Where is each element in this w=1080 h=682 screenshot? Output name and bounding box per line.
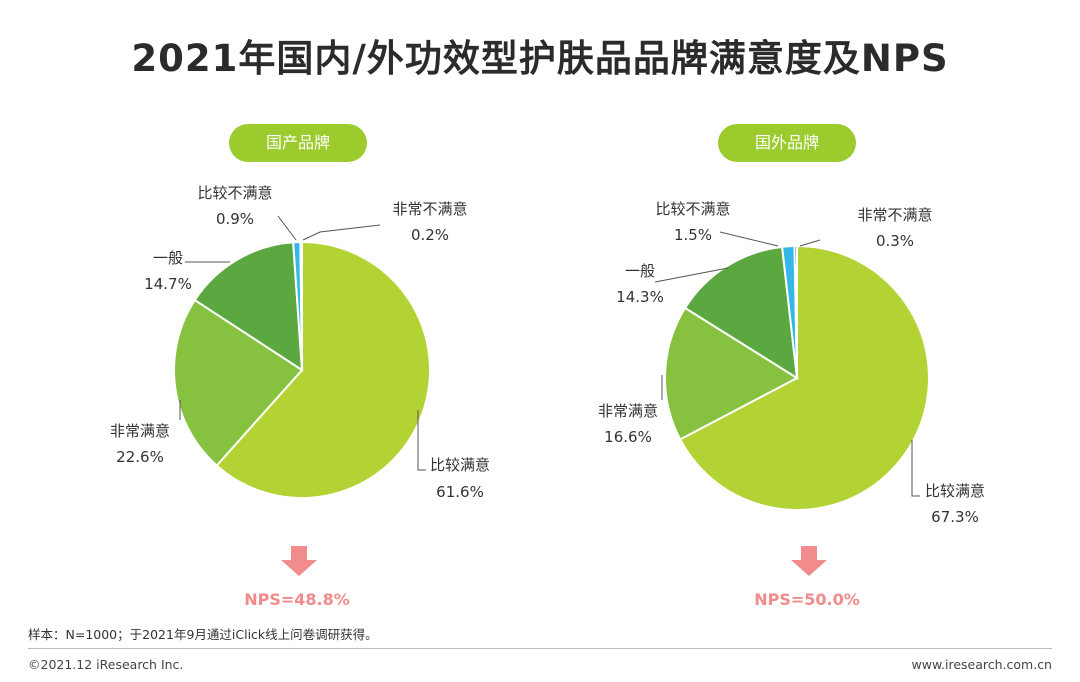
slice-value-label: 0.9% xyxy=(216,210,254,228)
chart-title-foreign: 国外品牌 xyxy=(718,124,856,162)
slice-name-label: 比较满意 xyxy=(430,456,490,474)
pie-slice-feichang-bumanyi xyxy=(793,244,798,379)
slice-value-label: 16.6% xyxy=(604,428,652,446)
slice-value-label: 0.3% xyxy=(876,232,914,250)
slice-value-label: 1.5% xyxy=(674,226,712,244)
slice-name-label: 非常不满意 xyxy=(392,200,467,218)
slice-name-label: 非常满意 xyxy=(598,402,658,420)
leader-line xyxy=(719,231,779,247)
slice-value-label: 61.6% xyxy=(436,483,484,501)
slice-name-label: 一般 xyxy=(625,262,655,280)
slice-name-label: 非常满意 xyxy=(110,422,170,440)
slice-name-label: 比较满意 xyxy=(925,482,985,500)
arrow-down-icon xyxy=(791,546,827,576)
slice-value-label: 67.3% xyxy=(931,508,979,526)
pie-slice-feichang-bumanyi xyxy=(299,240,303,371)
pie-slice-bijiao-manyi xyxy=(215,240,431,499)
chart-title-domestic: 国产品牌 xyxy=(229,124,367,162)
slice-value-label: 0.2% xyxy=(411,226,449,244)
slice-value-label: 14.3% xyxy=(616,288,664,306)
slice-value-label: 14.7% xyxy=(144,275,192,293)
pie-chart-domestic: 比较满意 61.6% 非常满意 22.6% 一般 14.7% 比较不满意 0.9% 非常不满意 0… xyxy=(110,184,490,501)
leader-line xyxy=(911,440,920,497)
sample-note: 样本：N=1000；于2021年9月通过iClick线上问卷调研获得。 xyxy=(28,627,378,642)
nps-value-foreign: NPS=50.0% xyxy=(754,590,860,609)
leader-line xyxy=(799,239,821,247)
copyright: ©2021.12 iResearch Inc. xyxy=(28,657,184,672)
slice-name-label: 非常不满意 xyxy=(857,206,932,224)
slice-name-label: 比较不满意 xyxy=(655,200,730,218)
nps-value-domestic: NPS=48.8% xyxy=(244,590,350,609)
pie-chart-foreign: 比较满意 67.3% 非常满意 16.6% 一般 14.3% 比较不满意 1.5% 非常不满意 0… xyxy=(598,200,985,526)
leader-line xyxy=(417,410,426,471)
footer-divider xyxy=(28,648,1052,649)
pie-slice-yiban xyxy=(683,245,799,380)
page-title: 2021年国内/外功效型护肤品品牌满意度及NPS xyxy=(131,37,949,80)
arrow-down-icon xyxy=(281,546,317,576)
website-link[interactable]: www.iresearch.com.cn xyxy=(911,657,1053,672)
slice-name-label: 比较不满意 xyxy=(197,184,272,202)
leader-line xyxy=(302,224,381,241)
pie-slice-yiban xyxy=(193,241,304,372)
pie-slice-bijiao-manyi xyxy=(678,244,930,511)
slice-value-label: 22.6% xyxy=(116,448,164,466)
leader-line xyxy=(277,215,297,241)
slice-name-label: 一般 xyxy=(153,249,183,267)
pie-slice-feichang-manyi xyxy=(173,298,304,467)
pie-slice-feichang-manyi xyxy=(664,306,800,441)
leader-line xyxy=(654,267,729,283)
